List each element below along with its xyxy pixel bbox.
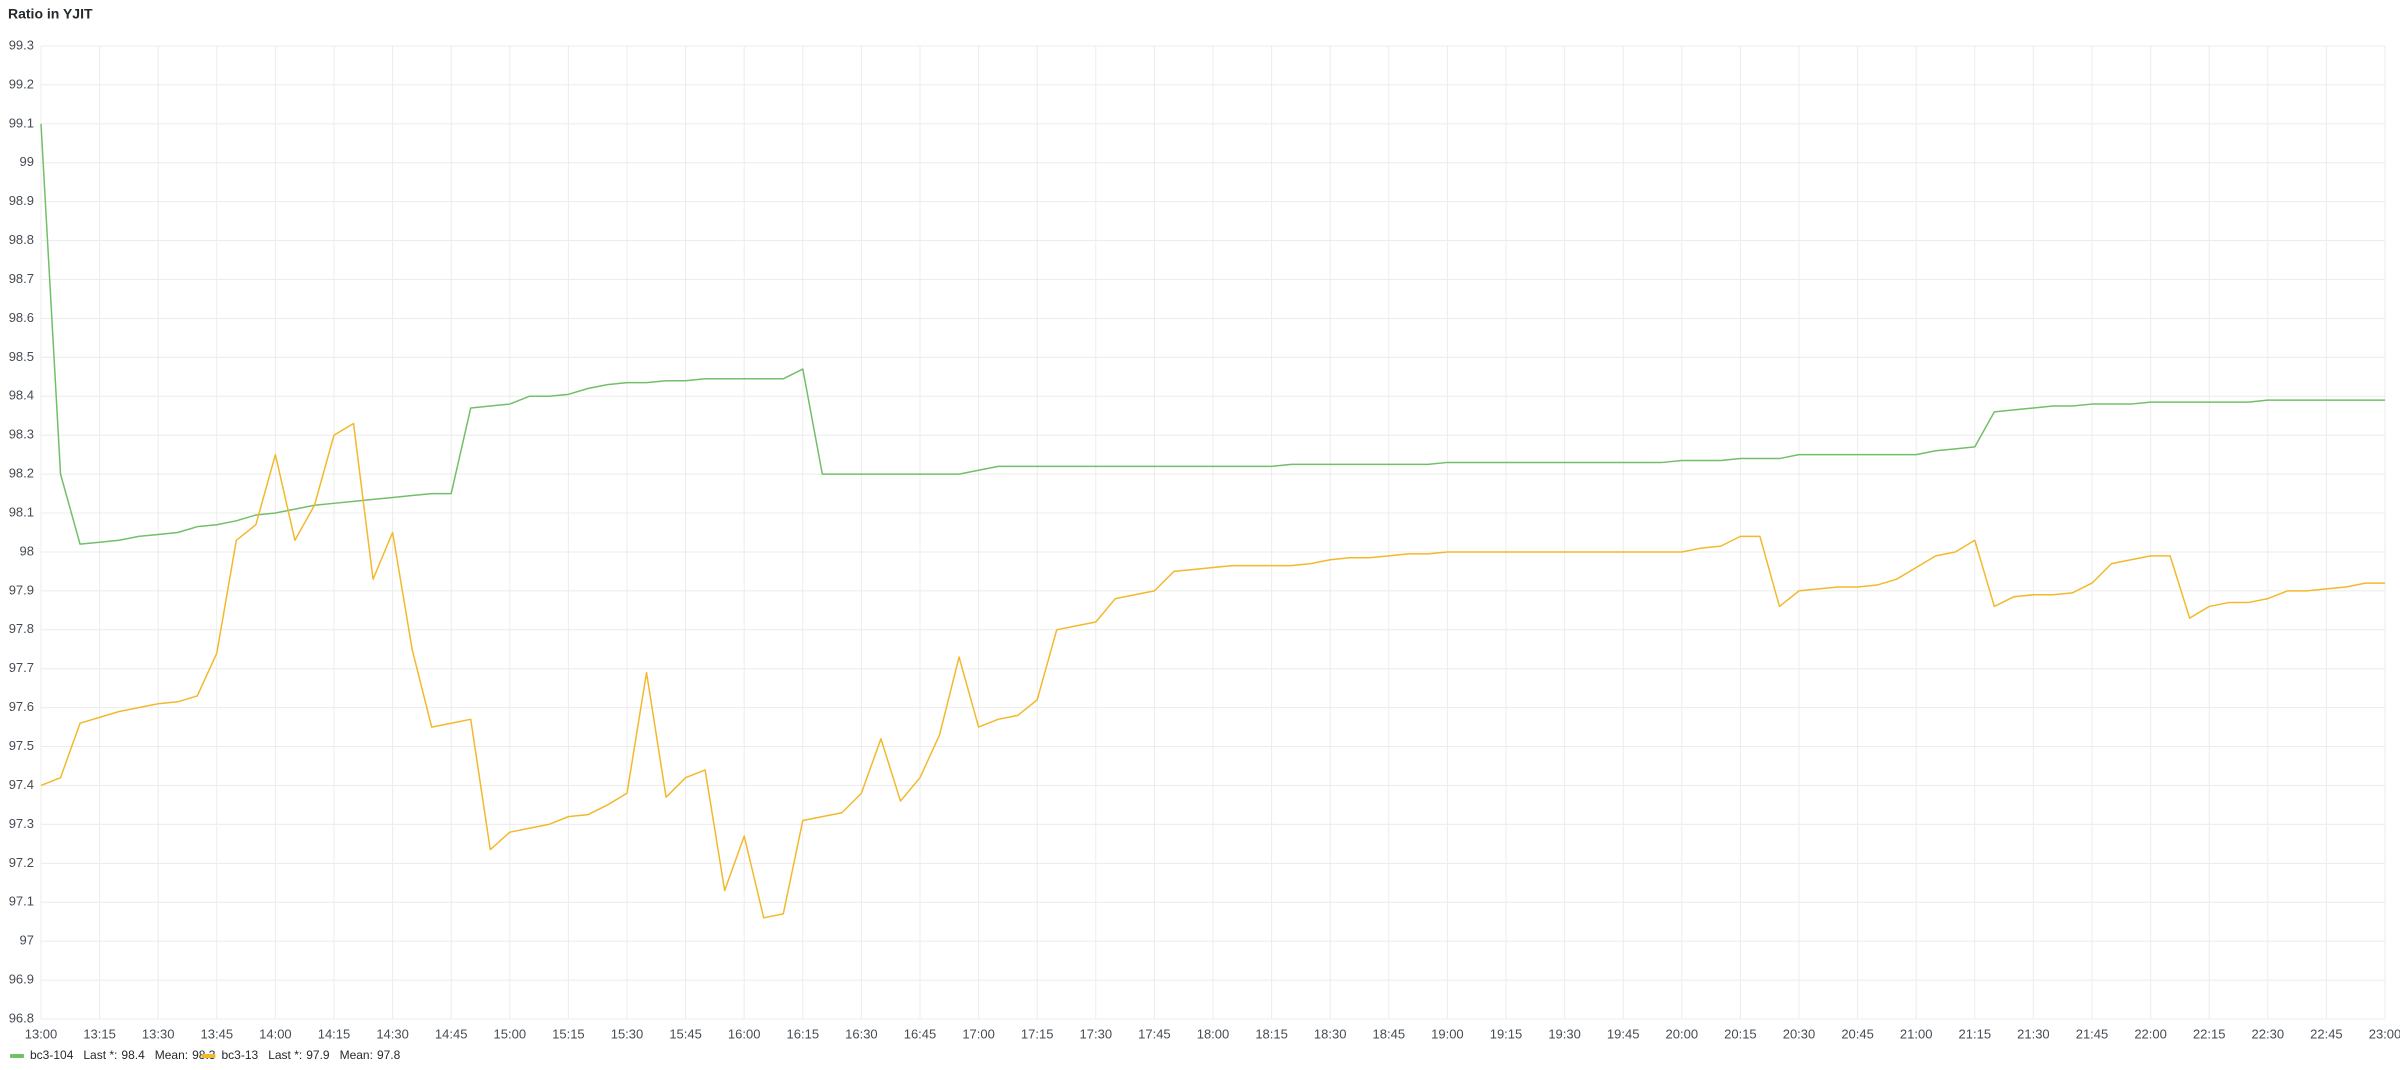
x-tick-label: 13:00	[25, 1026, 58, 1041]
x-tick-label: 19:00	[1431, 1026, 1464, 1041]
x-tick-label: 20:45	[1841, 1026, 1874, 1041]
x-tick-label: 13:30	[142, 1026, 175, 1041]
x-tick-label: 17:15	[1021, 1026, 1054, 1041]
legend-swatch	[201, 1054, 216, 1058]
chart-title: Ratio in YJIT	[8, 6, 93, 22]
legend-stat-label: Last *:	[268, 1048, 302, 1062]
series-line	[40, 123, 2385, 545]
x-tick-label: 22:00	[2134, 1026, 2167, 1041]
y-tick-label: 97.2	[9, 855, 34, 870]
y-tick-label: 98.7	[9, 271, 34, 286]
y-tick-label: 98.3	[9, 427, 34, 442]
x-tick-label: 14:00	[259, 1026, 292, 1041]
x-tick-label: 13:15	[83, 1026, 116, 1041]
y-tick-label: 97.4	[9, 777, 34, 792]
legend-name: bc3-104	[30, 1048, 74, 1062]
legend-stat-value: 97.9	[306, 1048, 330, 1062]
y-tick-label: 97.3	[9, 816, 34, 831]
y-tick-label: 98.5	[9, 349, 34, 364]
y-tick-label: 98.6	[9, 310, 34, 325]
x-tick-label: 23:00	[2369, 1026, 2400, 1041]
y-tick-label: 97.5	[9, 738, 34, 753]
x-tick-label: 17:30	[1080, 1026, 1113, 1041]
x-tick-label: 21:45	[2076, 1026, 2109, 1041]
x-tick-label: 21:15	[1959, 1026, 1992, 1041]
x-tick-label: 22:30	[2252, 1026, 2285, 1041]
x-tick-label: 22:15	[2193, 1026, 2226, 1041]
y-tick-label: 99.2	[9, 76, 34, 91]
y-tick-label: 96.8	[9, 1010, 34, 1025]
y-tick-label: 98	[20, 543, 34, 558]
x-tick-label: 16:30	[845, 1026, 878, 1041]
x-tick-label: 19:30	[1548, 1026, 1581, 1041]
y-tick-label: 99.1	[9, 115, 34, 130]
y-tick-label: 98.8	[9, 232, 34, 247]
y-tick-label: 97	[20, 933, 34, 948]
x-tick-label: 15:45	[669, 1026, 702, 1041]
legend-stat-label: Mean:	[340, 1048, 373, 1062]
y-tick-label: 96.9	[9, 972, 34, 987]
x-tick-label: 21:30	[2017, 1026, 2050, 1041]
x-tick-label: 18:00	[1197, 1026, 1230, 1041]
legend-stat-value: 97.8	[377, 1048, 401, 1062]
y-tick-label: 98.2	[9, 466, 34, 481]
x-tick-label: 16:00	[728, 1026, 761, 1041]
x-tick-label: 17:45	[1138, 1026, 1171, 1041]
x-tick-label: 15:00	[494, 1026, 527, 1041]
y-tick-label: 97.1	[9, 894, 34, 909]
x-tick-label: 18:45	[1373, 1026, 1406, 1041]
x-tick-label: 17:00	[962, 1026, 995, 1041]
legend-name: bc3-13	[221, 1048, 258, 1062]
x-tick-label: 21:00	[1900, 1026, 1933, 1041]
x-tick-label: 18:30	[1314, 1026, 1347, 1041]
x-tick-label: 14:45	[435, 1026, 468, 1041]
y-tick-label: 97.6	[9, 699, 34, 714]
legend-stat-label: Mean:	[155, 1048, 188, 1062]
x-tick-label: 20:00	[1666, 1026, 1699, 1041]
x-tick-label: 20:15	[1724, 1026, 1757, 1041]
x-tick-label: 20:30	[1783, 1026, 1816, 1041]
y-tick-label: 98.4	[9, 388, 34, 403]
x-tick-label: 14:30	[376, 1026, 409, 1041]
x-tick-label: 22:45	[2310, 1026, 2343, 1041]
y-tick-label: 99	[20, 154, 34, 169]
y-tick-label: 98.1	[9, 504, 34, 519]
legend-stat-label: Last *:	[83, 1048, 117, 1062]
x-tick-label: 16:15	[787, 1026, 820, 1041]
y-tick-label: 99.3	[9, 37, 34, 52]
x-tick-label: 18:15	[1255, 1026, 1288, 1041]
x-tick-label: 19:45	[1607, 1026, 1640, 1041]
x-tick-label: 13:45	[201, 1026, 234, 1041]
x-tick-label: 15:30	[611, 1026, 644, 1041]
y-tick-label: 97.8	[9, 621, 34, 636]
legend-swatch	[10, 1054, 24, 1058]
x-tick-label: 19:15	[1490, 1026, 1523, 1041]
x-tick-label: 14:15	[318, 1026, 351, 1041]
x-tick-label: 15:15	[552, 1026, 585, 1041]
axes: 96.8 96.9 97 97.1 97.2 97.3 97.4 97.5 97.6 97.7 97…	[9, 37, 2400, 1041]
y-tick-label: 97.7	[9, 660, 34, 675]
grid	[40, 45, 2386, 1020]
legend-stat-value: 98.4	[121, 1048, 145, 1062]
legend-entry: bc3-13 Last *: 97.9 Mean: 97.8	[221, 1048, 400, 1062]
plot-lines	[40, 123, 2385, 919]
y-tick-label: 98.9	[9, 193, 34, 208]
x-tick-label: 16:45	[904, 1026, 937, 1041]
y-tick-label: 97.9	[9, 582, 34, 597]
series-line	[40, 422, 2385, 919]
